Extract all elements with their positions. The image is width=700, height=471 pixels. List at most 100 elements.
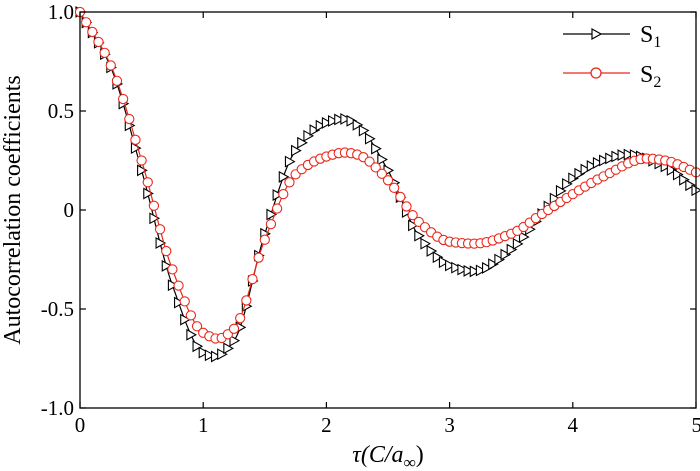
series-2-marker — [191, 321, 203, 332]
series-2-marker — [173, 280, 184, 291]
series-2-marker — [130, 134, 141, 145]
series-1-marker — [494, 253, 506, 266]
series-1-marker — [303, 129, 315, 142]
tick-labels-layer: 0 1 2 3 4 5 -1.0 -0.5 0 0.5 1.0 — [41, 0, 700, 437]
legend-box — [555, 18, 685, 98]
series-2-marker — [167, 264, 178, 275]
series-1-marker — [198, 346, 210, 359]
series-2-marker — [382, 175, 394, 186]
series-1-marker — [155, 237, 167, 249]
series-2-marker — [376, 168, 387, 179]
x-axis-title-close: ) — [416, 442, 424, 468]
series-1-marker — [130, 142, 142, 155]
series-1-marker — [284, 155, 296, 168]
series-1-marker — [315, 119, 327, 132]
series-1-marker — [291, 144, 302, 157]
series-1-marker — [186, 328, 198, 341]
series-1-marker — [161, 259, 173, 272]
x-axis-title: τ(C/a∞) — [352, 442, 423, 471]
series-2-marker — [136, 155, 147, 166]
series-1-marker — [679, 173, 690, 186]
series-2-marker — [370, 162, 381, 173]
series-1-marker — [217, 348, 228, 361]
series-2-marker — [235, 313, 246, 324]
series-1-marker — [167, 279, 179, 292]
y-tick-label: 0.5 — [48, 99, 74, 123]
series-1-marker — [506, 243, 518, 256]
series-1-marker — [568, 172, 579, 185]
series-1-marker — [309, 124, 321, 137]
series-2-marker — [278, 189, 289, 200]
series-2-marker — [271, 203, 283, 214]
series-1-marker — [574, 167, 586, 180]
series-1-marker — [210, 350, 222, 363]
series-2-marker — [148, 200, 160, 211]
x-tick-label: 5 — [692, 413, 700, 437]
series-1-marker — [143, 187, 154, 200]
legend-label-s2: S2 — [640, 62, 661, 91]
series-1-marker — [500, 248, 512, 261]
series-1-marker — [457, 263, 469, 276]
series-1-marker — [432, 251, 444, 264]
series-1-marker — [445, 259, 456, 272]
series-2-marker — [161, 245, 172, 257]
series-2-marker — [111, 75, 123, 87]
series-1-marker — [266, 208, 278, 221]
series-1-marker — [518, 231, 530, 243]
series-1-marker — [475, 264, 487, 277]
y-tick-label: 1.0 — [48, 0, 74, 24]
series-1-marker — [420, 237, 432, 250]
legend-label-s2-sub: 2 — [653, 74, 661, 91]
series-2-marker — [124, 113, 135, 125]
series-2 — [74, 6, 700, 344]
x-axis-title-main: τ(C/a — [352, 442, 403, 468]
legend: S1 S2 — [555, 18, 685, 98]
series-2-marker — [81, 17, 92, 28]
series-1-marker — [451, 261, 462, 274]
series-1-marker — [562, 177, 573, 190]
series-2-marker — [247, 273, 258, 285]
x-tick-label: 3 — [444, 413, 455, 437]
series-1-marker — [623, 148, 635, 161]
series-1-marker — [666, 164, 678, 176]
series-1-marker — [438, 256, 450, 269]
series-1-marker — [364, 132, 376, 145]
series-1-marker — [599, 154, 610, 167]
series-1-marker — [204, 349, 216, 362]
series-1-marker — [340, 112, 352, 125]
series-2-marker — [93, 36, 104, 48]
series-1-marker — [482, 261, 493, 274]
series-1-marker — [174, 296, 185, 309]
series-1-marker — [358, 124, 370, 137]
series-1-marker — [592, 156, 604, 169]
series-1-marker — [297, 136, 308, 149]
series-2-marker — [87, 26, 98, 38]
series-1-marker — [352, 118, 364, 131]
series-2-marker — [364, 156, 375, 167]
series-2-marker — [105, 60, 116, 71]
series-1-marker — [223, 342, 234, 355]
x-tick-label: 2 — [321, 413, 332, 437]
series-1-marker — [371, 142, 382, 155]
series-1-marker — [321, 116, 333, 129]
series-1-marker — [272, 189, 284, 201]
series-1-marker — [463, 264, 475, 277]
series-1-marker — [586, 160, 598, 172]
legend-marker-s2 — [590, 67, 602, 79]
series-1-marker — [377, 153, 388, 166]
series-2-marker — [99, 47, 110, 59]
series-2-marker — [117, 93, 129, 105]
y-tick-label: -0.5 — [41, 297, 74, 321]
series-1-marker — [617, 149, 629, 162]
x-tick-label: 0 — [75, 413, 86, 437]
series-1-marker — [488, 258, 499, 271]
legend-label-s1: S1 — [640, 22, 661, 51]
series-layer — [74, 6, 700, 363]
series-2-marker — [389, 182, 400, 193]
series-2-marker — [179, 296, 190, 307]
y-tick-label: -1.0 — [41, 396, 74, 420]
series-1-marker — [672, 168, 684, 181]
series-1-marker — [334, 113, 345, 126]
series-2-marker — [241, 295, 252, 306]
